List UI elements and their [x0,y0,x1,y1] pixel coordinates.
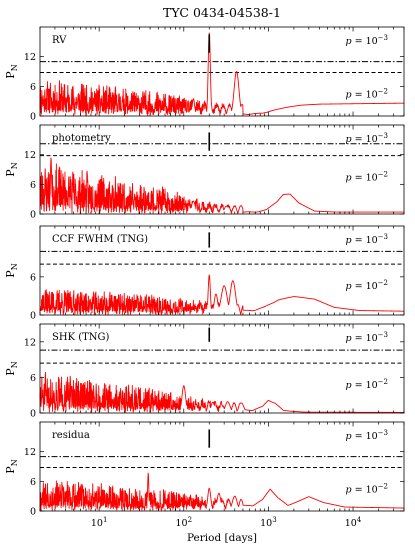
periodogram-line [39,274,405,316]
panel-label: SHK (TNG) [52,332,110,343]
y-tick-label: 12 [24,337,36,348]
y-axis-label: PN [4,459,19,473]
fap-1e-3-label: p = 10−3 [345,34,388,47]
x-tick-label: 101 [91,516,108,529]
fap-1e-2-label: p = 10−2 [345,482,388,495]
y-axis-label: PN [4,64,19,78]
periodogram-line [39,472,405,512]
y-axis-label: PN [4,162,19,176]
y-tick-label: 12 [24,52,36,63]
panel-label: residua [52,430,90,441]
periodogram-line [39,32,405,116]
x-tick-label: 103 [260,516,277,529]
fap-1e-2-label: p = 10−2 [345,87,388,100]
fap-1e-3-label: p = 10−3 [345,331,388,344]
y-tick-label: 0 [30,112,36,123]
fap-1e-2-label: p = 10−2 [345,378,388,391]
y-tick-label: 0 [30,409,36,420]
chart-title: TYC 0434-04538-1 [163,5,281,20]
panel-3: 0 6 12 PN SHK (TNG) p = 10−3 p = 10−2 [4,323,405,420]
panel-label: CCF FWHM (TNG) [52,234,148,245]
fap-1e-3-label: p = 10−3 [345,233,388,246]
panel-frame [39,225,405,316]
panel-2: 0 6 PN CCF FWHM (TNG) p = 10−3 p = 10−2 [4,225,405,322]
y-tick-label: 6 [30,373,36,384]
y-tick-label: 6 [30,82,36,93]
panel-frame [39,26,405,117]
periodogram-line [39,157,405,215]
y-tick-label: 6 [30,477,36,488]
panel-frame [39,124,405,215]
y-tick-label: 0 [30,311,36,322]
fap-1e-3-label: p = 10−3 [345,132,388,145]
y-tick-label: 12 [24,150,36,161]
panel-4: 0 6 12 PN residua p = 10−3 p = 10−2 [4,421,405,518]
x-axis-label: Period [days] [187,532,257,544]
y-tick-label: 6 [30,180,36,191]
periodogram-line [39,371,405,413]
fap-1e-3-label: p = 10−3 [345,429,388,442]
x-tick-label: 104 [345,516,362,529]
fap-1e-2-label: p = 10−2 [345,171,388,184]
y-tick-label: 0 [30,507,36,518]
panel-label: photometry [52,133,111,144]
y-axis-label: PN [4,361,19,375]
panel-label: RV [52,35,67,46]
y-tick-label: 12 [24,447,36,458]
y-tick-label: 0 [30,210,36,221]
panel-0: 0 6 12 PN RV p = 10−3 p = 10−2 [4,26,405,123]
panel-frame [39,323,405,414]
x-tick-label: 102 [176,516,193,529]
y-tick-label: 6 [30,272,36,283]
panel-frame [39,421,405,512]
panel-1: 0 6 12 PN photometry p = 10−3 p = 10−2 [4,124,405,221]
fap-1e-2-label: p = 10−2 [345,279,388,292]
y-axis-label: PN [4,263,19,277]
panels-group: 0 6 12 PN RV p = 10−3 p = 10−2 0 6 12 PN photometry… [4,26,405,529]
